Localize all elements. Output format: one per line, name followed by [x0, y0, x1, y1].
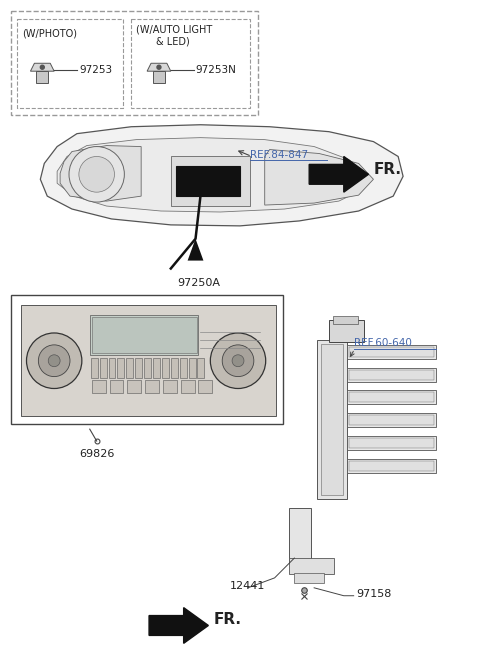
Bar [109, 380, 123, 393]
Bar [144, 358, 151, 378]
Text: 97253N: 97253N [195, 65, 236, 75]
Bar [329, 320, 363, 342]
Bar [317, 340, 347, 499]
Bar [289, 509, 311, 563]
Bar [11, 295, 283, 424]
Circle shape [232, 355, 244, 366]
Polygon shape [171, 156, 250, 206]
Bar [92, 317, 196, 353]
Bar [289, 558, 334, 574]
Polygon shape [60, 146, 141, 201]
Bar [180, 358, 187, 378]
Circle shape [38, 345, 70, 376]
Bar [131, 18, 250, 108]
Bar [145, 380, 159, 393]
Circle shape [48, 355, 60, 366]
Bar [349, 461, 434, 471]
Polygon shape [188, 239, 204, 260]
Bar [163, 380, 177, 393]
Polygon shape [147, 63, 171, 71]
Bar [347, 391, 436, 405]
Bar [294, 573, 324, 583]
Bar [180, 380, 194, 393]
Polygon shape [309, 156, 369, 192]
Bar [127, 380, 141, 393]
Circle shape [69, 146, 124, 202]
Text: & LED): & LED) [156, 36, 190, 47]
Bar [153, 358, 160, 378]
Bar [333, 316, 358, 324]
Bar [126, 358, 133, 378]
Text: 97250A: 97250A [177, 279, 220, 289]
Bar [171, 358, 178, 378]
Polygon shape [149, 608, 208, 643]
Bar [199, 380, 212, 393]
Bar [189, 358, 195, 378]
Bar [347, 368, 436, 382]
Bar [108, 358, 116, 378]
Text: (W/PHOTO): (W/PHOTO) [23, 28, 78, 39]
Bar [90, 315, 199, 355]
Text: FR.: FR. [213, 612, 241, 627]
Bar [21, 305, 276, 416]
Bar [135, 358, 142, 378]
Bar [349, 393, 434, 403]
Circle shape [79, 156, 114, 192]
Polygon shape [153, 71, 165, 83]
Polygon shape [30, 63, 54, 71]
Text: (W/AUTO LIGHT: (W/AUTO LIGHT [136, 24, 213, 34]
Text: 97158: 97158 [357, 588, 392, 599]
Bar [349, 438, 434, 448]
Text: REF.60-640: REF.60-640 [354, 338, 411, 348]
Text: REF.84-847: REF.84-847 [250, 150, 308, 159]
Bar [17, 18, 123, 108]
Text: 69826: 69826 [79, 449, 114, 459]
Bar [347, 413, 436, 427]
Bar [349, 347, 434, 357]
Polygon shape [57, 138, 367, 212]
Text: 97253: 97253 [79, 65, 112, 75]
Bar [347, 459, 436, 473]
Bar [349, 370, 434, 380]
Bar [349, 415, 434, 425]
Polygon shape [176, 166, 240, 196]
Bar [100, 358, 107, 378]
Circle shape [26, 333, 82, 389]
Bar [11, 11, 258, 115]
Text: FR.: FR. [373, 162, 401, 177]
Circle shape [210, 333, 266, 389]
Bar [118, 358, 124, 378]
Circle shape [40, 65, 44, 69]
Circle shape [157, 65, 161, 69]
Bar [347, 345, 436, 358]
Bar [197, 358, 204, 378]
Text: 12441: 12441 [230, 581, 265, 591]
Bar [347, 436, 436, 450]
Bar [92, 380, 106, 393]
Polygon shape [40, 125, 403, 226]
Bar [321, 344, 343, 495]
Polygon shape [264, 150, 373, 205]
Bar [91, 358, 97, 378]
Polygon shape [36, 71, 48, 83]
Circle shape [222, 345, 254, 376]
Bar [162, 358, 169, 378]
